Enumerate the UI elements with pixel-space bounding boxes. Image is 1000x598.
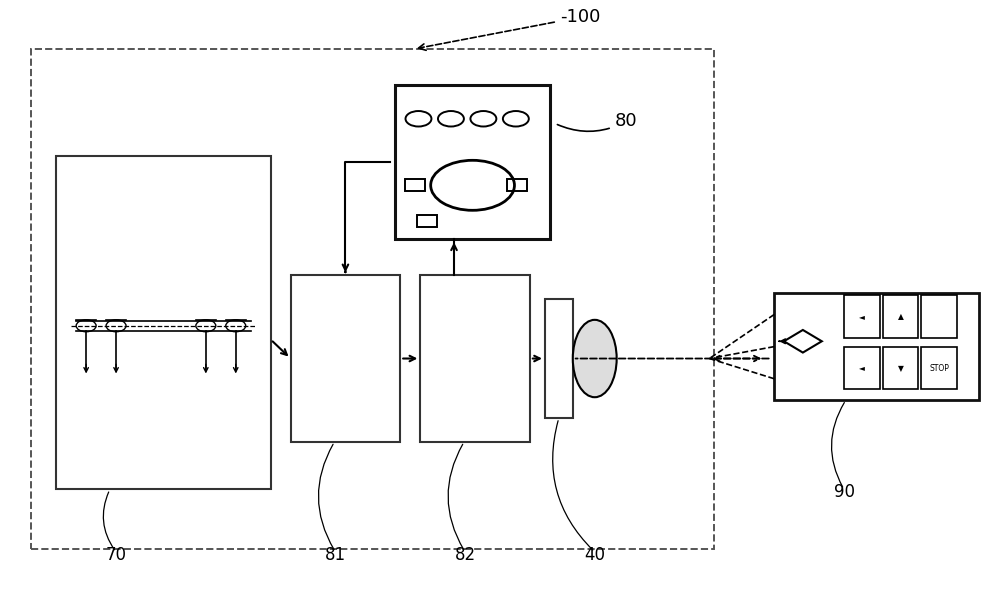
- Text: ◄: ◄: [859, 312, 865, 321]
- Bar: [31, 49, 714, 549]
- Bar: [883, 347, 918, 389]
- Bar: [545, 299, 573, 418]
- Text: ◄: ◄: [859, 364, 865, 373]
- Text: 90: 90: [834, 483, 855, 501]
- Bar: [921, 295, 957, 338]
- Text: 40: 40: [584, 546, 605, 564]
- Bar: [395, 85, 550, 239]
- Text: ▲: ▲: [898, 312, 903, 321]
- Text: 81: 81: [325, 546, 346, 564]
- Bar: [844, 347, 880, 389]
- Text: 82: 82: [455, 546, 476, 564]
- Bar: [774, 293, 979, 400]
- Bar: [291, 275, 400, 442]
- Bar: [507, 179, 527, 191]
- Bar: [921, 347, 957, 389]
- Bar: [56, 156, 271, 490]
- Ellipse shape: [573, 320, 617, 397]
- Bar: [417, 215, 437, 227]
- Bar: [883, 295, 918, 338]
- Bar: [405, 179, 425, 191]
- Text: STOP: STOP: [929, 364, 949, 373]
- Text: 70: 70: [106, 546, 127, 564]
- Bar: [844, 295, 880, 338]
- Bar: [420, 275, 530, 442]
- Text: -100: -100: [418, 8, 600, 50]
- Text: 80: 80: [557, 112, 637, 132]
- Text: ▼: ▼: [898, 364, 903, 373]
